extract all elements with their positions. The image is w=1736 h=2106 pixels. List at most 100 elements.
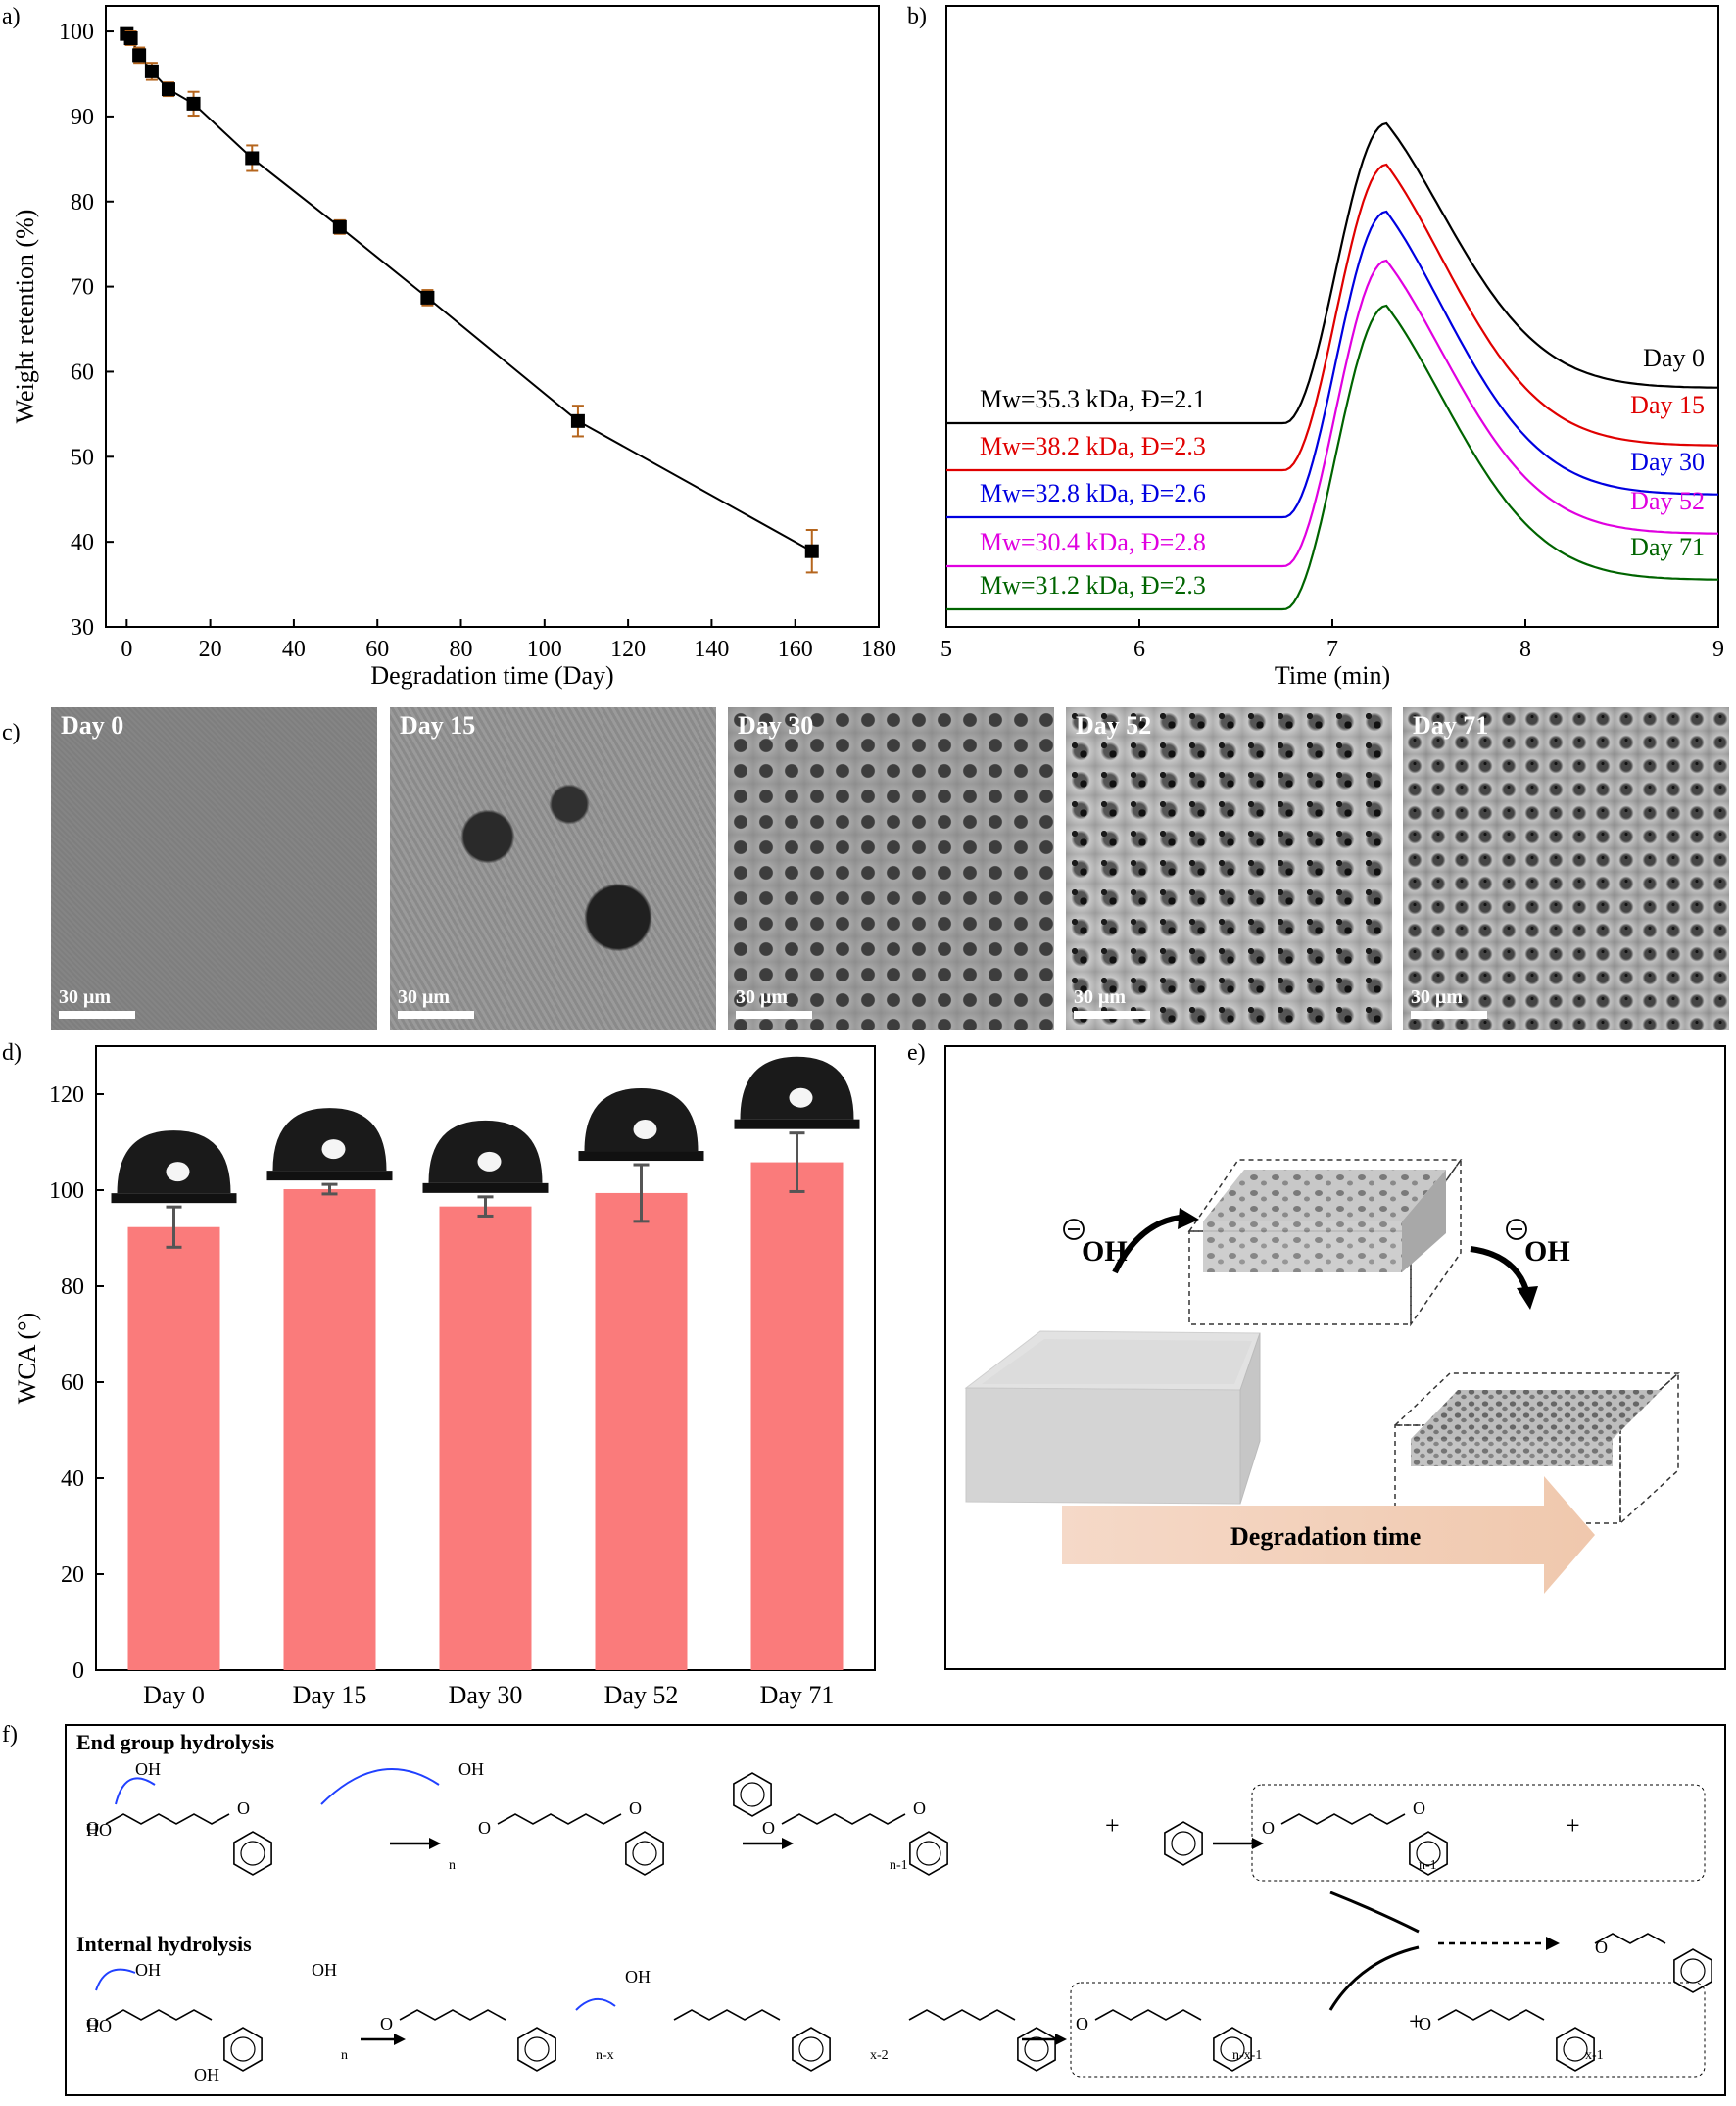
atom-label: O: [1262, 1818, 1275, 1838]
sem-day-label: Day 0: [61, 711, 124, 740]
chain-bond: [105, 2009, 213, 2021]
x-tick-label: 180: [861, 637, 896, 662]
atom-label: O: [762, 1818, 775, 1838]
benzene-ring: [1409, 1831, 1448, 1876]
sem-image: Day 15 30 μm: [390, 707, 716, 1030]
bar: [750, 1162, 844, 1670]
gpc-trace: [946, 163, 1718, 472]
data-point: [123, 31, 138, 46]
sem-day-label: Day 71: [1413, 711, 1489, 740]
converge-arrow: [1328, 1945, 1420, 2011]
x-tick-label: Day 30: [449, 1681, 523, 1709]
hydroxide-label-1: OH: [1063, 1219, 1128, 1268]
chain-bond: [497, 1813, 622, 1825]
y-tick-label: 50: [71, 445, 94, 470]
y-tick-label: 60: [61, 1370, 84, 1396]
atom-label: OH: [458, 1759, 484, 1779]
subscript: n-x: [596, 2048, 614, 2063]
product-box-2: [1070, 1982, 1706, 2078]
data-point: [144, 64, 159, 78]
porous-film-late: [1393, 1371, 1680, 1525]
data-point: [804, 544, 819, 558]
y-tick-label: 30: [71, 615, 94, 641]
x-tick-label: 8: [1519, 637, 1531, 662]
x-tick-label: 120: [610, 637, 646, 662]
chain-bond: [1280, 1813, 1406, 1825]
series-label: Day 0: [1643, 344, 1705, 372]
droplet-image: [578, 1088, 704, 1162]
chart-weight-retention: 0 20 40 60 80 100 120 140 160 180 30 40 50 60 70 80 90 10…: [11, 5, 896, 690]
benzene-ring: [223, 2027, 263, 2072]
atom-label: O: [913, 1798, 926, 1818]
product-box-1: [1251, 1784, 1706, 1882]
x-tick-label: Day 15: [293, 1681, 367, 1709]
x-tick-label: 5: [940, 637, 952, 662]
atom-label: O: [629, 1798, 642, 1818]
atom-label: O: [86, 1818, 99, 1838]
bar: [283, 1189, 376, 1670]
atom-label: HO: [86, 2016, 112, 2035]
x-tick-label: Day 52: [604, 1681, 679, 1709]
x-tick-label: 80: [450, 637, 473, 662]
series-annotation: Mw=30.4 kDa, Đ=2.8: [980, 528, 1206, 556]
panel-label-d: d): [2, 1040, 22, 1066]
x-tick-label: 140: [694, 637, 729, 662]
x-tick-label: 9: [1712, 637, 1724, 662]
atom-label: O: [1595, 1938, 1608, 1957]
atom-label: O: [380, 2014, 393, 2034]
schematic-svg: OH OH Degradation time: [964, 1157, 1680, 1594]
atom-label: HO: [86, 1820, 112, 1840]
chain-bond: [399, 2009, 506, 2021]
series-label: Day 52: [1630, 487, 1705, 515]
atom-label: OH: [135, 1759, 161, 1779]
intact-film: [964, 1330, 1261, 1505]
arrow-2: [1470, 1246, 1529, 1292]
electron-arrow: [95, 1968, 136, 1991]
panel-label-b: b): [907, 4, 927, 29]
data-point: [245, 151, 260, 166]
chain-bond: [908, 2009, 1016, 2021]
gpc-trace: [946, 304, 1718, 611]
x-tick-label: 20: [199, 637, 222, 662]
benzene-ring: [1556, 2027, 1595, 2072]
y-tick-label: 40: [61, 1466, 84, 1492]
droplet-image: [266, 1108, 393, 1181]
scalebar-label: 30 μm: [59, 986, 111, 1008]
atom-label: O: [1076, 2014, 1088, 2034]
series-label: Day 30: [1630, 448, 1705, 476]
bar: [439, 1206, 532, 1670]
subscript: n: [449, 1858, 456, 1873]
benzene-ring: [1017, 2027, 1056, 2072]
droplet-image: [111, 1130, 237, 1204]
sem-day-label: Day 30: [738, 711, 814, 740]
panel-label-c: c): [2, 720, 21, 745]
electron-arrow: [575, 1998, 616, 2011]
series-line: [125, 32, 813, 552]
sem-day-label: Day 52: [1076, 711, 1152, 740]
subscript: x-2: [870, 2048, 889, 2063]
x-tick-label: Day 71: [760, 1681, 835, 1709]
degradation-time-arrow: [1062, 1476, 1595, 1594]
gpc-trace: [946, 121, 1718, 425]
atom-label: OH: [312, 1960, 337, 1980]
atom-label: OH: [194, 2065, 219, 2084]
benzene-ring: [1673, 1948, 1712, 1993]
scalebar: [1411, 1011, 1487, 1019]
data-point: [332, 219, 347, 234]
y-axis-label: Weight retention (%): [11, 210, 39, 424]
converge-arrow: [1329, 1891, 1420, 1934]
bar: [595, 1192, 688, 1670]
chart-wca-bars: 0 20 40 60 80 100 120 WCA (°) Day 0 Day 15 Day 30 D…: [13, 1045, 876, 1709]
x-tick-label: 40: [282, 637, 306, 662]
sem-image: Day 71 30 μm: [1403, 707, 1729, 1030]
chain-bond: [1437, 2009, 1545, 2021]
gpc-trace: [946, 210, 1718, 519]
svg-text:OH: OH: [1524, 1235, 1570, 1268]
scalebar-label: 30 μm: [736, 986, 788, 1008]
y-axis-label: WCA (°): [13, 1313, 41, 1404]
x-tick-label: 6: [1133, 637, 1145, 662]
sem-image: Day 52 30 μm: [1066, 707, 1392, 1030]
plus-sign: +: [1566, 1811, 1580, 1840]
series-annotation: Mw=31.2 kDa, Đ=2.3: [980, 571, 1206, 599]
x-axis-label: Time (min): [1275, 661, 1390, 690]
